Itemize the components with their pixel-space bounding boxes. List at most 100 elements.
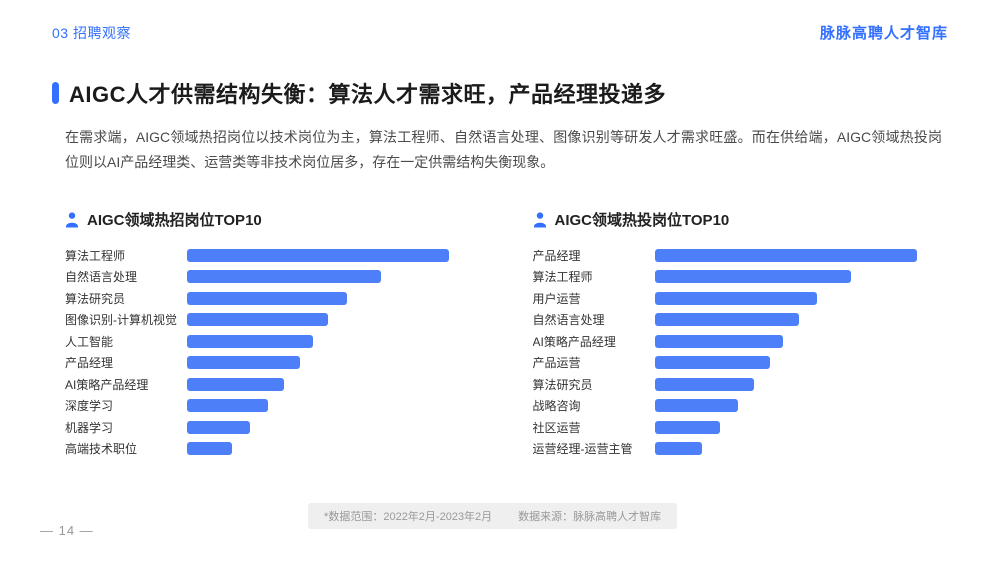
- bar-row: 算法工程师: [65, 244, 475, 266]
- chart-hot-recruit: AIGC领域热招岗位TOP10 算法工程师自然语言处理 算法研究员图像识别-计算机…: [65, 209, 475, 459]
- bar: [654, 399, 739, 413]
- bar-track: [187, 420, 449, 434]
- bar-row: 算法工程师: [533, 266, 943, 288]
- bar-label: 算法研究员: [532, 377, 593, 392]
- bar: [187, 313, 329, 327]
- bar-track: [654, 399, 917, 413]
- bar-row: 用户运营: [533, 287, 943, 309]
- bar-row: 自然语言处理: [533, 309, 943, 331]
- chart-title-row: AIGC领域热投岗位TOP10: [533, 209, 943, 230]
- bar: [654, 420, 720, 434]
- bar-row: AI策略产品经理: [65, 373, 475, 395]
- page-title: AIGC人才供需结构失衡：算法人才需求旺，产品经理投递多: [69, 82, 667, 107]
- bar-row: 深度学习: [65, 395, 475, 417]
- bar-label: 产品经理: [65, 356, 114, 371]
- title-row: AIGC人才供需结构失衡：算法人才需求旺，产品经理投递多: [52, 77, 948, 109]
- bar: [187, 356, 300, 370]
- bar-label: 算法工程师: [532, 270, 593, 285]
- bar-row: 图像识别-计算机视觉: [65, 309, 475, 331]
- bar-row: 产品运营: [533, 352, 943, 374]
- bar-track: [187, 270, 449, 284]
- bar: [654, 248, 917, 262]
- bar-label: 高端技术职位: [65, 442, 138, 457]
- bar: [654, 334, 783, 348]
- bar-label: 用户运营: [532, 291, 581, 306]
- bar-label: 社区运营: [532, 420, 581, 435]
- bar-label: 机器学习: [65, 420, 114, 435]
- section-label: 03 招聘观察: [52, 24, 131, 41]
- bar-chart: 产品经理算法工程师用户运营自然语言处理 AI策略产品经理 产品运营算法研究员战略咨询…: [533, 244, 943, 459]
- bar-row: 产品经理: [65, 352, 475, 374]
- header: 03 招聘观察 脉脉高聘人才智库: [0, 0, 1000, 43]
- bar-label: 运营经理-运营主管: [532, 442, 633, 457]
- bar-row: 运营经理-运营主管: [533, 438, 943, 460]
- chart-hot-apply: AIGC领域热投岗位TOP10 产品经理算法工程师用户运营自然语言处理 AI策略产…: [533, 209, 943, 459]
- bar-row: 人工智能: [65, 330, 475, 352]
- bar-label: 图像识别-计算机视觉: [65, 313, 177, 328]
- chart-title-row: AIGC领域热招岗位TOP10: [65, 209, 475, 230]
- bar-row: 算法研究员: [533, 373, 943, 395]
- bar: [654, 377, 755, 391]
- bar-track: [187, 291, 449, 305]
- bar: [187, 270, 381, 284]
- bar-label: AI策略产品经理: [65, 377, 149, 392]
- bar-row: 战略咨询: [533, 395, 943, 417]
- bar: [654, 442, 702, 456]
- bar-track: [654, 334, 917, 348]
- bar-track: [654, 377, 917, 391]
- bar-row: 高端技术职位: [65, 438, 475, 460]
- charts-section: AIGC领域热招岗位TOP10 算法工程师 自然语言处理 算法研究员 图像识别-计算机…: [65, 209, 942, 459]
- bar-row: 社区运营: [533, 416, 943, 438]
- bar-track: [654, 356, 917, 370]
- bar: [654, 313, 799, 327]
- chart-title: AIGC领域热投岗位TOP10: [554, 212, 730, 230]
- bar-track: [187, 377, 449, 391]
- bar-row: 自然语言处理: [65, 266, 475, 288]
- bar-row: 产品经理: [533, 244, 943, 266]
- bar-track: [654, 291, 917, 305]
- bar-row: AI策略产品经理: [533, 330, 943, 352]
- bar-label: 自然语言处理: [532, 313, 605, 328]
- bar: [187, 248, 449, 262]
- bar-track: [187, 442, 449, 456]
- person-icon: [66, 212, 78, 228]
- bar-label: AI策略产品经理: [532, 334, 616, 349]
- bar: [187, 420, 250, 434]
- bar-track: [187, 399, 449, 413]
- bar-label: 深度学习: [65, 399, 114, 414]
- bar-track: [187, 313, 449, 327]
- bar: [187, 399, 269, 413]
- title-accent-bar: [52, 82, 59, 104]
- bar: [187, 291, 347, 305]
- bar-track: [187, 248, 449, 262]
- bar-chart: 算法工程师自然语言处理 算法研究员图像识别-计算机视觉 人工智能产品经理 AI策略产品…: [65, 244, 475, 459]
- brand-logo-text: 脉脉高聘人才智库: [819, 25, 948, 42]
- bar-label: 人工智能: [65, 334, 114, 349]
- data-source-note: *数据范围：2022年2月-2023年2月 数据来源：脉脉高聘人才智库: [308, 503, 678, 529]
- intro-paragraph: 在需求端，AIGC领域热招岗位以技术岗位为主，算法工程师、自然语言处理、图像识别…: [65, 129, 942, 171]
- bar-label: 算法研究员: [65, 291, 126, 306]
- chart-title: AIGC领域热招岗位TOP10: [87, 212, 262, 230]
- bar: [187, 442, 232, 456]
- bar-track: [654, 420, 917, 434]
- bar: [187, 377, 284, 391]
- bar-track: [654, 270, 917, 284]
- bar-track: [654, 313, 917, 327]
- bar-track: [187, 334, 449, 348]
- bar: [187, 334, 313, 348]
- page-number: — 14 —: [40, 523, 94, 538]
- bar-label: 自然语言处理: [65, 270, 138, 285]
- bar: [654, 356, 770, 370]
- data-range-note: *数据范围：2022年2月-2023年2月: [324, 511, 493, 523]
- bar-row: 算法研究员: [65, 287, 475, 309]
- bar-row: 机器学习: [65, 416, 475, 438]
- person-icon: [533, 212, 546, 228]
- bar-label: 战略咨询: [532, 399, 581, 414]
- bar-track: [654, 442, 917, 456]
- bar-label: 产品运营: [532, 356, 581, 371]
- bar-label: 算法工程师: [65, 248, 126, 263]
- bar-track: [187, 356, 449, 370]
- bar: [654, 291, 817, 305]
- bar: [654, 270, 851, 284]
- bar-label: 产品经理: [532, 248, 581, 263]
